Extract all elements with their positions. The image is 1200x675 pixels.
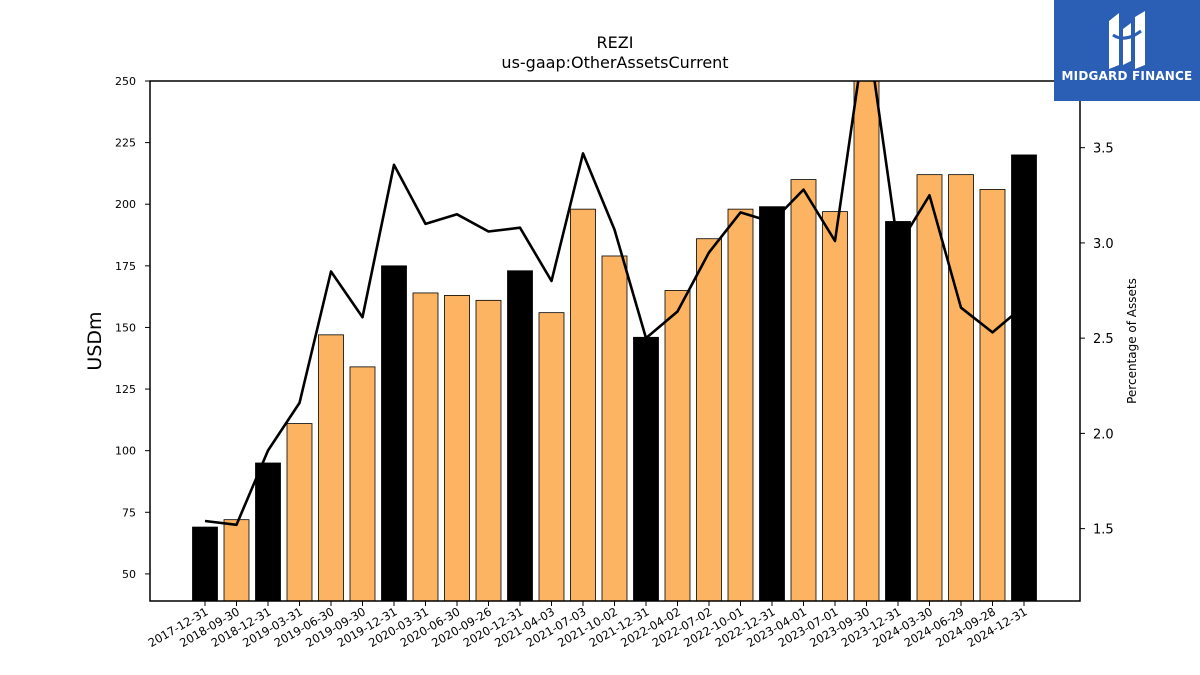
y2-tick-label: 2.5 [1093,332,1114,347]
y2-tick-label: 1.5 [1093,523,1114,538]
midgard-logo-icon [1109,11,1145,69]
bar-2021-12-31 [633,336,659,601]
bar-2024-03-30 [916,174,943,601]
bar-2024-06-29 [948,174,974,601]
y-tick-label: 175 [115,260,136,273]
bar-2020-12-31 [507,270,533,601]
y-tick-label: 125 [115,383,136,396]
percentage-line [204,81,1025,527]
y-tick-label: 250 [115,75,136,88]
bar-2024-12-31 [1011,154,1037,601]
y-axis-label: USDm [84,311,106,370]
bar-2018-12-31 [255,462,281,601]
bar-2020-09-26 [475,299,502,601]
y-tick-label: 225 [115,137,136,150]
y2-tick-label: 3.5 [1093,142,1114,157]
x-axis-ticks: 2017-12-312018-09-302018-12-312019-03-31… [146,601,1030,650]
bar-2023-09-30 [853,81,880,601]
bar-2023-07-01 [822,211,848,601]
bar-2022-04-02 [664,290,691,601]
y-tick-label: 50 [122,568,136,581]
bar-2017-12-31 [192,526,218,601]
bar-2023-04-01 [790,179,817,601]
bar-2019-09-30 [349,366,376,601]
bars-group [192,81,1037,601]
bar-2019-06-30 [318,334,344,601]
bar-2020-06-30 [444,295,470,601]
y-tick-label: 100 [115,445,136,458]
bar-2022-10-01 [727,208,754,601]
bar-2023-12-31 [885,221,911,601]
bar-2019-12-31 [381,265,407,601]
y-tick-label: 200 [115,198,136,211]
bar-2020-03-31 [412,292,439,601]
chart-title: REZI [597,33,634,52]
bar-2022-07-02 [696,238,722,601]
bar-2019-03-31 [286,423,313,601]
bar-2024-09-28 [979,189,1006,601]
y2-axis-label: Percentage of Assets [1125,278,1139,404]
line-group [204,81,1025,527]
y-tick-label: 150 [115,321,136,334]
logo-text: MIDGARD FINANCE [1061,69,1193,83]
bar-2021-10-02 [601,255,628,601]
y2-tick-label: 2.0 [1093,427,1114,442]
y-tick-label: 75 [122,506,136,519]
bar-2021-04-03 [538,312,565,601]
right-axis-ticks: 1.5 2.0 2.5 3.0 3.5 [1080,142,1114,538]
chart-subtitle: us-gaap:OtherAssetsCurrent [501,53,728,72]
y2-tick-label: 3.0 [1093,237,1114,252]
left-axis-ticks: 50 75 100 125 150 175 200 225 250 [115,75,150,581]
bar-2018-09-30 [223,519,250,601]
midgard-finance-logo: MIDGARD FINANCE [1054,0,1200,101]
bar-2021-07-03 [570,208,596,601]
bar-2022-12-31 [759,206,785,601]
